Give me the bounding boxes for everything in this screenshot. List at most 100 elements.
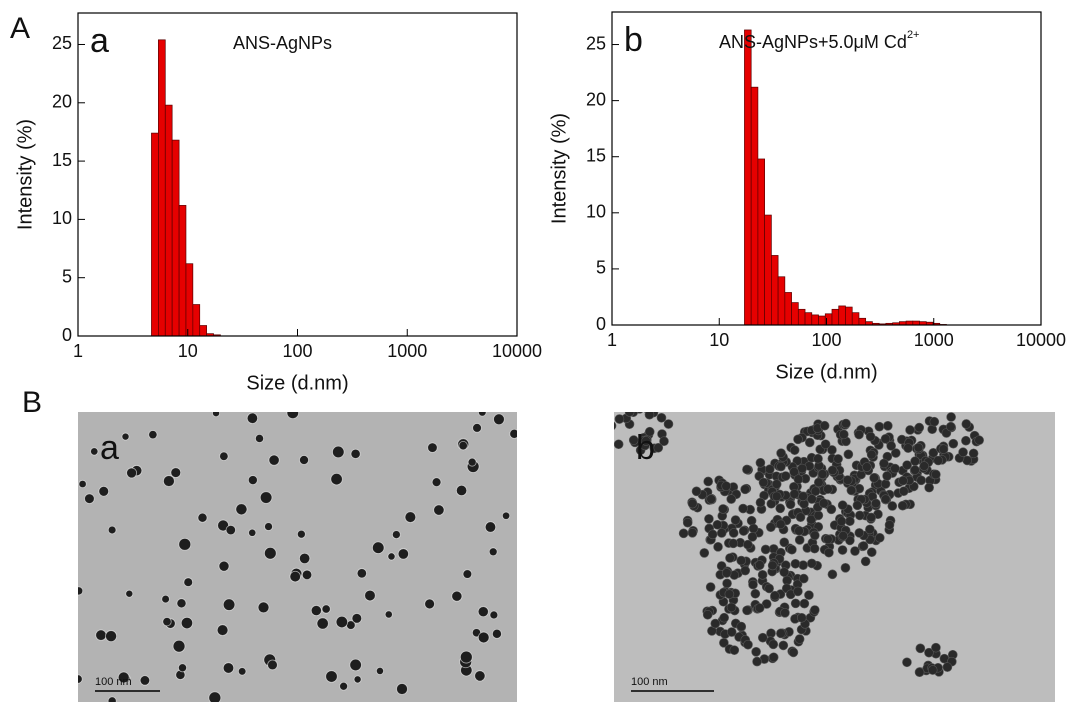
particle bbox=[743, 639, 753, 650]
particle bbox=[259, 491, 273, 504]
particle bbox=[656, 412, 667, 423]
particle bbox=[644, 412, 655, 420]
scale-bar-label: 100 nm bbox=[95, 676, 132, 688]
bar bbox=[192, 304, 201, 337]
tem-image: b 100 nm bbox=[614, 412, 1055, 702]
particle bbox=[974, 435, 984, 446]
particle bbox=[730, 515, 741, 525]
bar bbox=[838, 305, 846, 326]
particle bbox=[721, 481, 731, 491]
particle bbox=[813, 477, 824, 488]
particle bbox=[78, 586, 84, 596]
y-tick-label: 15 bbox=[52, 150, 72, 170]
particle bbox=[748, 579, 758, 590]
particle bbox=[845, 516, 855, 526]
particle bbox=[919, 461, 929, 471]
y-tick-label: 25 bbox=[52, 33, 72, 53]
particle bbox=[841, 418, 851, 429]
particle bbox=[248, 528, 257, 537]
particle bbox=[678, 528, 689, 539]
particle bbox=[882, 471, 892, 481]
particle bbox=[793, 474, 804, 485]
plot-frame bbox=[611, 11, 1042, 326]
particle bbox=[170, 467, 182, 478]
y-tick-label: 25 bbox=[586, 33, 606, 53]
particle bbox=[740, 484, 750, 495]
particle bbox=[246, 412, 259, 424]
particle bbox=[614, 439, 624, 450]
particle bbox=[310, 605, 322, 616]
particle bbox=[644, 426, 655, 437]
particle bbox=[790, 558, 801, 569]
particle bbox=[125, 589, 134, 598]
x-tick-label: 1 bbox=[607, 330, 617, 350]
particle bbox=[682, 517, 693, 528]
particle bbox=[743, 539, 753, 550]
particle bbox=[491, 628, 502, 639]
particle bbox=[838, 531, 848, 541]
particle bbox=[725, 553, 735, 563]
particle bbox=[793, 586, 803, 597]
bar bbox=[791, 302, 799, 326]
particle bbox=[764, 583, 774, 594]
particle bbox=[635, 412, 644, 414]
particle bbox=[728, 528, 739, 538]
particle bbox=[804, 437, 815, 448]
particle bbox=[754, 560, 765, 570]
particle bbox=[854, 528, 865, 538]
particle bbox=[736, 555, 747, 566]
particle bbox=[332, 445, 345, 459]
particle bbox=[887, 501, 898, 511]
bar bbox=[804, 312, 813, 326]
particle bbox=[477, 631, 490, 644]
particle bbox=[687, 528, 698, 538]
particle bbox=[837, 500, 848, 511]
particle bbox=[98, 486, 110, 497]
particle bbox=[478, 412, 487, 417]
particle bbox=[126, 467, 138, 479]
particle bbox=[837, 545, 848, 555]
particle bbox=[752, 656, 762, 667]
scale-bar-label: 100 nm bbox=[631, 676, 668, 688]
particle bbox=[750, 588, 761, 599]
x-tick-label: 1 bbox=[73, 341, 83, 361]
particle bbox=[349, 658, 362, 672]
particle bbox=[890, 448, 901, 458]
particle bbox=[865, 524, 875, 535]
particle bbox=[897, 500, 908, 511]
particle bbox=[798, 573, 809, 584]
particle bbox=[758, 632, 768, 643]
particle bbox=[225, 524, 236, 536]
particle bbox=[827, 465, 838, 476]
particle bbox=[884, 520, 895, 530]
particle bbox=[946, 412, 956, 422]
particle bbox=[161, 594, 170, 604]
figure-label: A bbox=[10, 12, 30, 45]
particle bbox=[779, 537, 790, 548]
particle bbox=[806, 514, 817, 525]
particle bbox=[724, 589, 735, 599]
particle bbox=[771, 479, 782, 489]
particle bbox=[795, 512, 806, 522]
particle bbox=[330, 472, 343, 486]
particle bbox=[472, 423, 482, 433]
x-tick-label: 10000 bbox=[492, 341, 542, 361]
particle bbox=[854, 429, 864, 440]
x-axis-title: Size (d.nm) bbox=[246, 372, 348, 394]
particle bbox=[477, 606, 489, 618]
particle bbox=[653, 442, 664, 453]
particle bbox=[850, 546, 860, 556]
particle bbox=[780, 471, 791, 481]
particle bbox=[299, 455, 309, 465]
particle bbox=[703, 476, 714, 487]
particle bbox=[726, 627, 737, 637]
particle bbox=[760, 544, 771, 555]
particle bbox=[748, 523, 759, 534]
particle bbox=[78, 479, 87, 489]
particle bbox=[785, 499, 796, 510]
particle bbox=[928, 448, 939, 458]
particle bbox=[846, 485, 857, 496]
particle bbox=[823, 534, 833, 545]
particle bbox=[729, 645, 740, 655]
particle bbox=[372, 541, 385, 554]
